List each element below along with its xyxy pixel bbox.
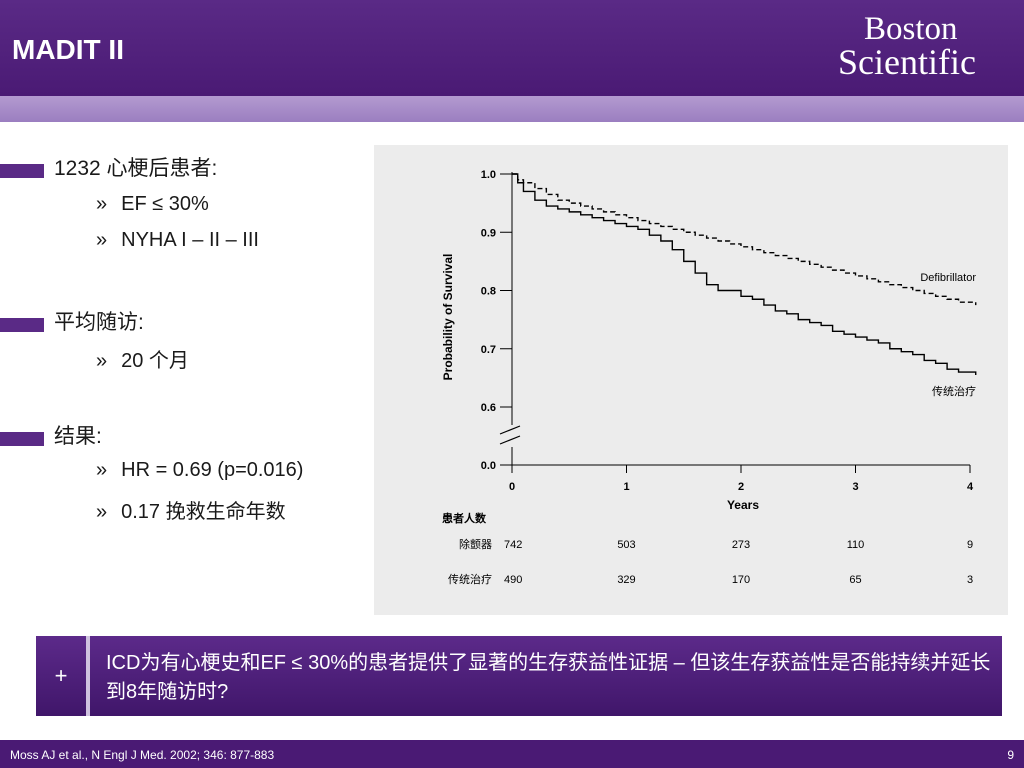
sub-marker: » xyxy=(96,459,108,481)
bullet-results: 结果: xyxy=(0,420,102,450)
y-axis-label: Probability of Survival xyxy=(441,254,455,381)
sub-bullet-ef: » EF ≤ 30% xyxy=(96,193,209,216)
risk-table-value: 503 xyxy=(617,539,635,551)
risk-table-value: 65 xyxy=(849,574,861,586)
sub-bullet-months: » 20 个月 xyxy=(96,344,189,373)
risk-table-value: 273 xyxy=(732,539,750,551)
x-tick-label: 0 xyxy=(509,481,515,493)
risk-table-value: 9 xyxy=(967,539,973,551)
risk-table-value: 490 xyxy=(504,574,522,586)
sub-marker: » xyxy=(96,501,108,523)
x-tick-label: 4 xyxy=(967,481,974,493)
bullet-marker xyxy=(0,163,44,178)
risk-row-label-conventional: 传统治疗 xyxy=(448,572,492,586)
bullet-label: 1232 心梗后患者: xyxy=(54,157,218,180)
series-line-0 xyxy=(512,173,977,306)
page-number: 9 xyxy=(1007,748,1014,762)
y-tick-label: 0.7 xyxy=(481,344,496,356)
axis-break-mark xyxy=(499,425,521,435)
x-tick-label: 1 xyxy=(623,481,629,493)
risk-table-value: 110 xyxy=(847,539,865,551)
sub-bullet-text: EF ≤ 30% xyxy=(121,193,209,215)
callout-divider xyxy=(86,636,90,716)
sub-bullet-text: 0.17 挽救生命年数 xyxy=(121,501,286,523)
x-axis-label: Years xyxy=(727,498,759,512)
sub-marker: » xyxy=(96,229,108,251)
callout-plus-icon: + xyxy=(54,663,68,688)
sub-bullet-text: NYHA I – II – III xyxy=(121,229,259,251)
risk-table-value: 742 xyxy=(504,539,522,551)
y-tick-label: 0.8 xyxy=(481,286,496,298)
chart-panel: Probability of Survival Years 患者人数 除颤器 传… xyxy=(374,145,1008,615)
series-label-1: 传统治疗 xyxy=(932,384,976,398)
sub-bullet-text: 20 个月 xyxy=(121,350,189,372)
sub-bullet-hr: » HR = 0.69 (p=0.016) xyxy=(96,459,303,482)
slide-title: MADIT II xyxy=(12,34,124,65)
y-tick-label: 0.6 xyxy=(481,402,496,414)
sub-bullet-text: HR = 0.69 (p=0.016) xyxy=(121,459,304,481)
bullet-patients: 1232 心梗后患者: xyxy=(0,152,217,182)
y-tick-label: 0.9 xyxy=(481,227,496,239)
sub-marker: » xyxy=(96,193,108,215)
x-tick-label: 3 xyxy=(852,481,858,493)
decorative-line xyxy=(142,608,198,609)
risk-table-value: 170 xyxy=(732,574,750,586)
axis-break-mark xyxy=(499,435,521,445)
bullet-followup: 平均随访: xyxy=(0,306,144,336)
sub-bullet-nyha: » NYHA I – II – III xyxy=(96,229,259,252)
series-label-0: Defibrillator xyxy=(920,272,976,284)
citation: Moss AJ et al., N Engl J Med. 2002; 346:… xyxy=(10,748,275,762)
bullet-marker xyxy=(0,431,44,446)
y-tick-label: 1.0 xyxy=(481,169,496,181)
risk-table-value: 329 xyxy=(617,574,635,586)
y-tick-label: 0.0 xyxy=(481,460,496,472)
risk-table-header: 患者人数 xyxy=(442,511,487,525)
survival-chart: Probability of Survival Years 患者人数 除颤器 传… xyxy=(441,169,977,586)
header-bar: MADIT II Boston Scientific xyxy=(0,0,1024,96)
risk-row-label-icd: 除颤器 xyxy=(459,537,492,551)
sub-bullet-life-years: » 0.17 挽救生命年数 xyxy=(96,495,286,524)
bullet-marker xyxy=(0,317,44,332)
sub-marker: » xyxy=(96,350,108,372)
x-tick-label: 2 xyxy=(738,481,744,493)
bullet-label: 结果: xyxy=(54,425,102,448)
footer-bar: Moss AJ et al., N Engl J Med. 2002; 346:… xyxy=(0,740,1024,768)
boston-scientific-logo: Boston Scientific xyxy=(838,11,976,83)
bullet-label: 平均随访: xyxy=(54,311,144,334)
risk-table-value: 3 xyxy=(967,574,973,586)
series-line-1 xyxy=(512,173,977,375)
callout-box: + ICD为有心梗史和EF ≤ 30%的患者提供了显著的生存获益性证据 – 但该… xyxy=(36,636,1002,716)
header-stripe xyxy=(0,96,1024,122)
callout-text: ICD为有心梗史和EF ≤ 30%的患者提供了显著的生存获益性证据 – 但该生存… xyxy=(106,652,991,703)
logo-line1: Boston xyxy=(864,11,958,47)
logo-line2: Scientific xyxy=(838,42,976,83)
